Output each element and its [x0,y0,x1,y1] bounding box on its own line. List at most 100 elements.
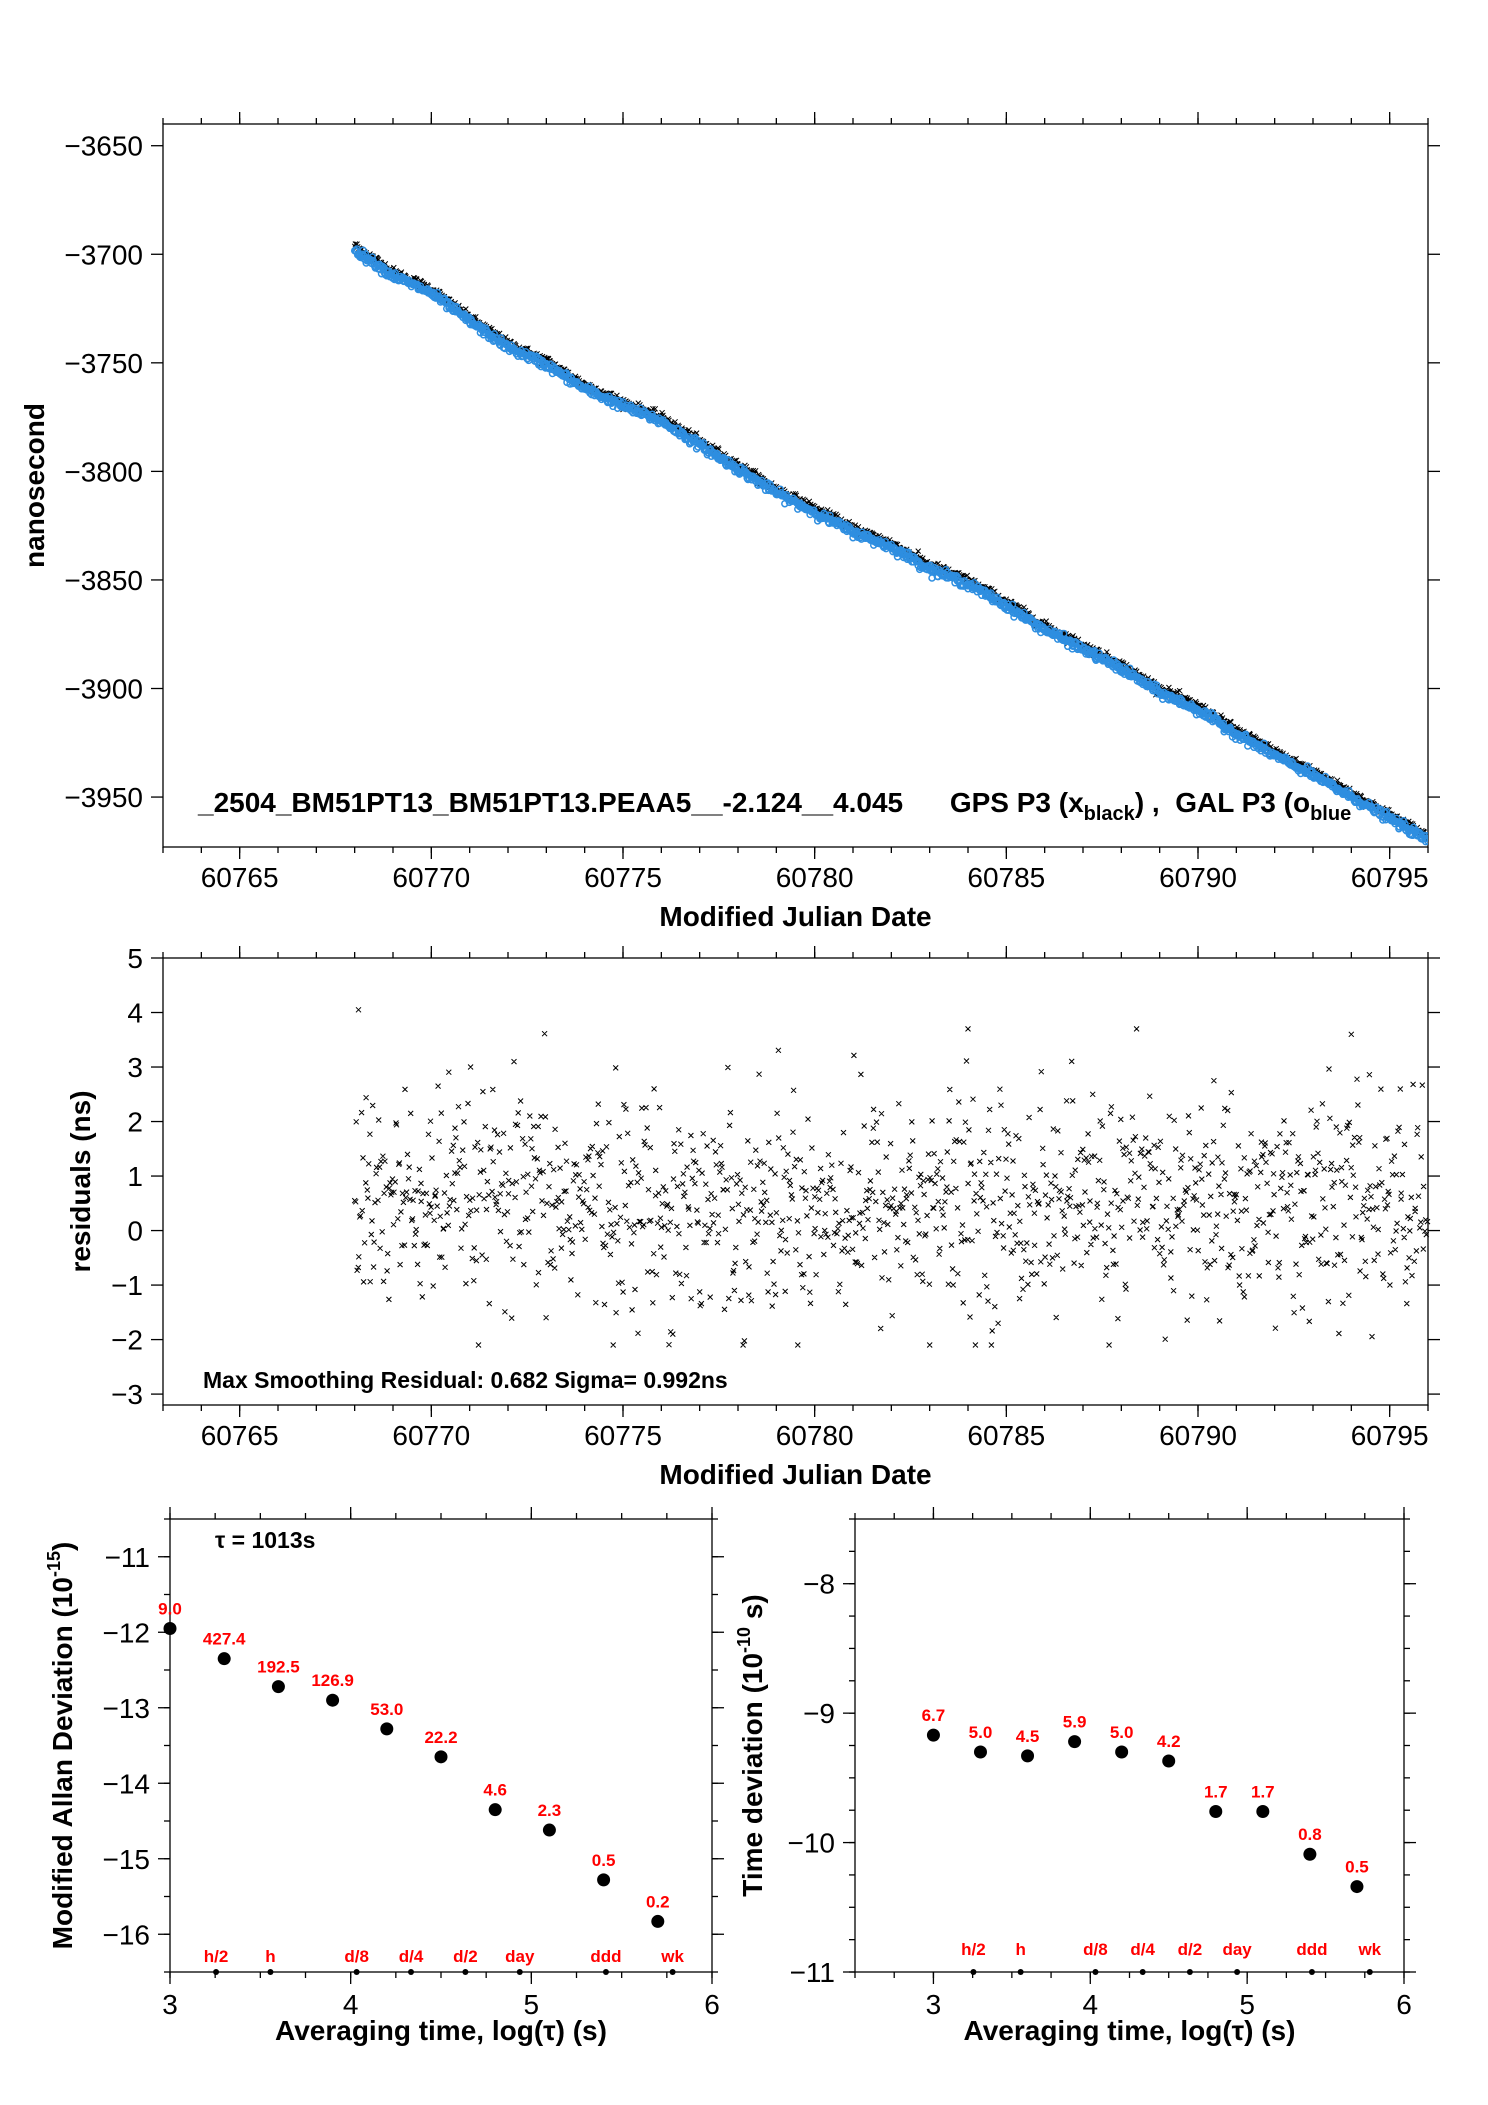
y-tick-label: −3 [111,1379,143,1410]
x-tick-label: 60785 [967,1420,1045,1451]
interval-marker-label: day [1222,1940,1252,1959]
interval-marker-label: ddd [1296,1940,1327,1959]
x-axis-label: Averaging time, log(τ) (s) [964,2015,1296,2046]
interval-marker-dot [267,1969,274,1975]
gal-point [1260,739,1268,747]
panel-time-series: 60765 60770 60775 60780 60785 60790 60795 −3650… [19,112,1440,932]
x-tick-label: 3 [926,1989,942,2020]
interval-marker-label: d/4 [1130,1940,1155,1959]
x-tick-label: 4 [1082,1989,1098,2020]
x-tick-label: 3 [162,1989,178,2020]
point-label: 6.7 [922,1706,946,1725]
interval-marker-label: wk [660,1947,684,1966]
point-label: 4.5 [1016,1727,1040,1746]
point-label: 1.7 [1204,1783,1228,1802]
interval-marker-label: day [505,1947,535,1966]
deviation-point [271,1680,285,1694]
y-tick-label: −8 [803,1569,835,1600]
interval-marker-dot [213,1969,220,1975]
interval-marker-label: d/2 [453,1947,478,1966]
y-tick-label: 0 [127,1216,143,1247]
deviation-point [1350,1880,1364,1894]
interval-marker-label: d/8 [1083,1940,1108,1959]
interval-marker-label: d/4 [399,1947,424,1966]
point-label: 5.0 [1110,1723,1134,1742]
interval-marker-label: ddd [590,1947,621,1966]
x-tick-label: 4 [343,1989,359,2020]
point-label: 2.3 [538,1801,562,1820]
point-label: 0.8 [1298,1825,1322,1844]
y-label-part: ) [47,1542,78,1551]
point-label: 0.5 [592,1851,616,1870]
series-annotation: _2504_BM51PT13_BM51PT13.PEAA5__-2.124__4… [197,787,1351,825]
point-label: 22.2 [424,1728,457,1747]
x-tick-label: 60780 [776,862,854,893]
gal-point [699,439,708,447]
deviation-point [542,1823,556,1837]
interval-marker-dot [1092,1969,1099,1975]
y-label-part: s) [737,1594,768,1627]
x-tick-label: 60765 [201,862,279,893]
interval-marker-dot [970,1969,977,1975]
point-label: 5.9 [1063,1713,1087,1732]
deviation-point [597,1873,611,1887]
y-tick-label: −12 [103,1617,151,1648]
deviation-point [926,1728,940,1742]
y-tick-label: −9 [803,1698,835,1729]
x-tick-label: 6 [1396,1989,1412,2020]
residual-points [351,1006,1431,1348]
interval-marker-label: h [265,1947,275,1966]
y-tick-label: 2 [127,1107,143,1138]
x-tick-label: 60765 [201,1420,279,1451]
y-tick-label: −3850 [64,565,143,596]
residual-annotation: Max Smoothing Residual: 0.682 Sigma= 0.9… [203,1367,728,1393]
point-label: 53.0 [370,1700,403,1719]
y-tick-label: −2 [111,1325,143,1356]
panel-residuals: 60765 60770 60775 60780 60785 60790 60795 5 4 3 2 1… [65,943,1440,1490]
interval-marker-dot [516,1969,523,1975]
plot-frame [162,957,1429,1406]
interval-marker-dot [353,1969,360,1975]
point-label: 0.2 [646,1892,670,1911]
y-tick-label: −3750 [64,348,143,379]
y-tick-label: −3650 [64,131,143,162]
x-tick-label: 60770 [392,862,470,893]
y-tick-label: −15 [103,1844,151,1875]
x-tick-label: 60795 [1351,1420,1429,1451]
interval-marker-dot [1139,1969,1146,1975]
interval-marker-dot [1308,1969,1315,1975]
interval-marker-label: wk [1357,1940,1381,1959]
interval-marker-label: d/2 [1178,1940,1203,1959]
deviation-point [651,1914,665,1928]
interval-marker-dot [1017,1969,1024,1975]
deviation-point [1209,1805,1223,1819]
gal-point [1008,600,1017,609]
point-label: 5.0 [969,1723,993,1742]
y-label-part: -10 [734,1627,754,1653]
y-axis-label: Modified Allan Deviation (10-15) [44,1542,78,1950]
interval-marker-label: d/8 [344,1947,369,1966]
interval-marker-dot [408,1969,415,1975]
y-tick-label: −13 [103,1693,151,1724]
point-label: 192.5 [257,1658,300,1677]
x-tick-label: 60780 [776,1420,854,1451]
y-axis-label: residuals (ns) [65,1090,96,1272]
y-tick-label: −3700 [64,239,143,270]
interval-marker-dot [1234,1969,1241,1975]
x-tick-label: 60775 [584,862,662,893]
annotation-part: blue [1310,803,1351,825]
gal-point [826,511,834,520]
y-tick-label: −1 [111,1270,143,1301]
gal-point [1424,837,1428,845]
gal-point [497,334,505,342]
x-tick-label: 60770 [392,1420,470,1451]
y-tick-label: −11 [105,1542,150,1573]
x-tick-label: 60790 [1159,862,1237,893]
plot-frame [854,1518,1405,1973]
deviation-point [1115,1745,1129,1759]
gal-point [1392,814,1401,823]
y-tick-label: −14 [103,1768,151,1799]
y-label-part: Time deviation (10 [737,1653,768,1897]
y-tick-label: −10 [788,1828,836,1859]
